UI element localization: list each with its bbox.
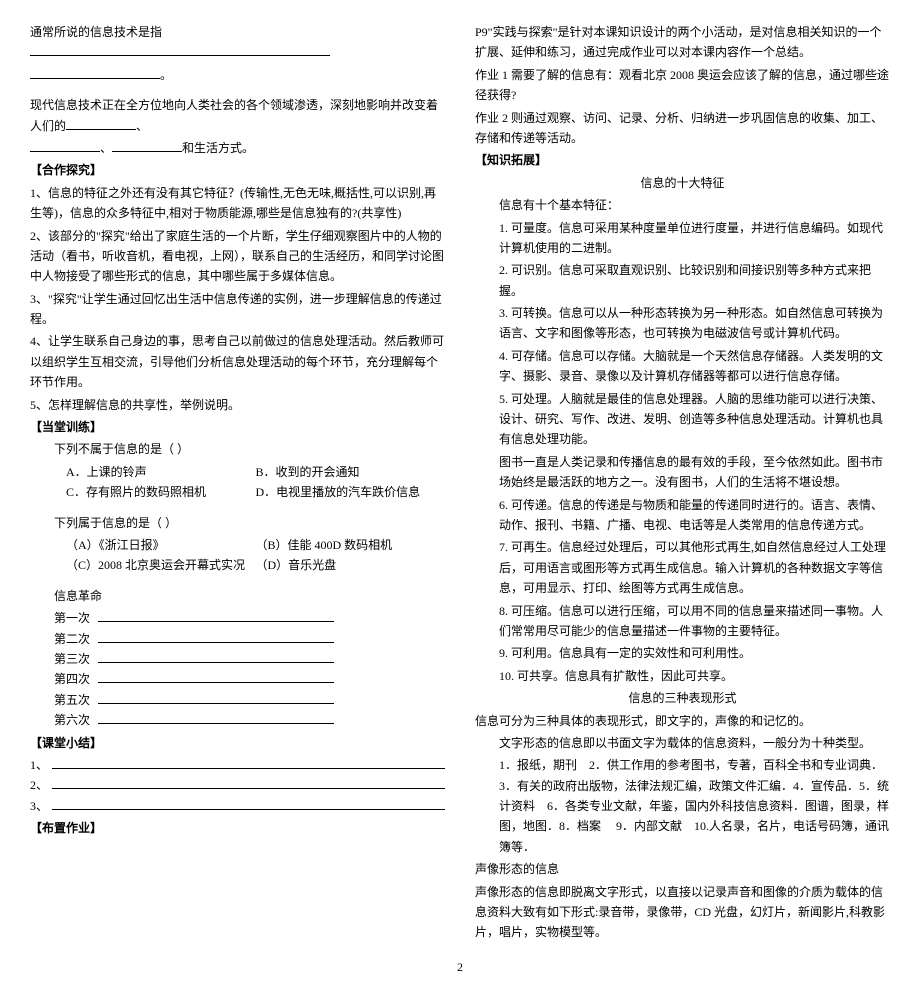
revolution-title: 信息革命 xyxy=(30,586,445,606)
feature-item: 5. 可处理。人脑就是最佳的信息处理器。人脑的思维功能可以进行决策、设计、研究、… xyxy=(475,389,890,450)
intro-text: 通常所说的信息技术是指 xyxy=(30,25,162,39)
paragraph: 5、怎样理解信息的共享性，举例说明。 xyxy=(30,395,445,415)
feature-item: 4. 可存储。信息可以存储。大脑就是一个天然信息存储器。人类发明的文字、摄影、录… xyxy=(475,346,890,387)
option-d: D．电视里播放的汽车跌价信息 xyxy=(256,482,446,502)
paragraph: 信息可分为三种具体的表现形式，即文字的，声像的和记忆的。 xyxy=(475,711,890,731)
revolution-row: 第五次 xyxy=(54,690,90,710)
feature-item: 图书一直是人类记录和传播信息的最有效的手段，至今依然如此。图书市场始终是最活跃的… xyxy=(475,452,890,493)
blank-line xyxy=(52,809,445,810)
option-c: C．存有照片的数码照相机 xyxy=(66,482,256,502)
blank-line xyxy=(98,609,334,622)
option-c: （C）2008 北京奥运会开幕式实况 xyxy=(66,555,256,575)
paragraph: 1．报纸，期刊 2．供工作用的参考图书，专著，百科全书和专业词典．3．有关的政府… xyxy=(475,755,890,857)
feature-item: 2. 可识别。信息可采取直观识别、比较识别和间接识别等多种方式来把握。 xyxy=(475,260,890,301)
paragraph: 4、让学生联系自己身边的事，思考自己以前做过的信息处理活动。然后教师可以组织学生… xyxy=(30,331,445,392)
summary-item: 2、 xyxy=(30,775,48,795)
blank xyxy=(30,55,330,56)
revolution-row: 第三次 xyxy=(54,649,90,669)
subtitle: 信息的三种表现形式 xyxy=(475,688,890,708)
blank-line xyxy=(52,768,445,769)
paragraph: 作业 2 则通过观察、访问、记录、分析、归纳进一步巩固信息的收集、加工、存储和传… xyxy=(475,108,890,149)
blank-line xyxy=(98,711,334,724)
intro-text: 和生活方式。 xyxy=(182,141,254,155)
section-heading-training: 【当堂训练】 xyxy=(30,417,445,437)
blank xyxy=(30,78,160,79)
revolution-row: 第六次 xyxy=(54,710,90,730)
paragraph: P9"实践与探索"是针对本课知识设计的两个小活动，是对信息相关知识的一个扩展、延… xyxy=(475,22,890,63)
blank-line xyxy=(98,691,334,704)
option-b: B．收到的开会通知 xyxy=(256,462,446,482)
revolution-row: 第四次 xyxy=(54,669,90,689)
blank-line xyxy=(98,630,334,643)
section-heading-extension: 【知识拓展】 xyxy=(475,150,890,170)
question-stem: 下列属于信息的是（ ） xyxy=(30,513,445,533)
page-number: 2 xyxy=(30,957,890,977)
option-d: （D）音乐光盘 xyxy=(256,555,446,575)
feature-item: 8. 可压缩。信息可以进行压缩，可以用不同的信息量来描述同一事物。人们常常用尽可… xyxy=(475,601,890,642)
blank xyxy=(66,129,136,130)
summary-item: 1、 xyxy=(30,755,48,775)
paragraph: 3、"探究"让学生通过回忆出生活中信息传递的实例，进一步理解信息的传递过程。 xyxy=(30,289,445,330)
section-heading-explore: 【合作探究】 xyxy=(30,160,445,180)
paragraph: 文字形态的信息即以书面文字为载体的信息资料，一般分为十种类型。 xyxy=(475,733,890,753)
blank-line xyxy=(98,670,334,683)
option-b: （B）佳能 400D 数码相机 xyxy=(256,535,446,555)
subtitle: 信息的十大特征 xyxy=(475,173,890,193)
feature-item: 1. 可量度。信息可采用某种度量单位进行度量，并进行信息编码。如现代计算机使用的… xyxy=(475,218,890,259)
section-heading-homework: 【布置作业】 xyxy=(30,818,445,838)
summary-item: 3、 xyxy=(30,796,48,816)
revolution-row: 第一次 xyxy=(54,608,90,628)
feature-item: 3. 可转换。信息可以从一种形态转换为另一种形态。如自然信息可转换为语言、文字和… xyxy=(475,303,890,344)
option-a: A．上课的铃声 xyxy=(66,462,256,482)
paragraph: 声像形态的信息即脱离文字形式，以直接以记录声音和图像的介质为载体的信息资料大致有… xyxy=(475,882,890,943)
paragraph: 信息有十个基本特征： xyxy=(475,195,890,215)
paragraph: 1、信息的特征之外还有没有其它特征？(传输性,无色无味,概括性,可以识别,再生等… xyxy=(30,183,445,224)
option-a: （A）《浙江日报》 xyxy=(66,535,256,555)
feature-item: 6. 可传递。信息的传递是与物质和能量的传递同时进行的。语言、表情、动作、报刊、… xyxy=(475,495,890,536)
intro-text: 现代信息技术正在全方位地向人类社会的各个领域渗透，深刻地影响并改变着人们的 xyxy=(30,98,438,132)
section-heading-summary: 【课堂小结】 xyxy=(30,733,445,753)
blank xyxy=(30,151,100,152)
subheading: 声像形态的信息 xyxy=(475,859,890,879)
question-stem: 下列不属于信息的是（ ） xyxy=(30,439,445,459)
feature-item: 10. 可共享。信息具有扩散性，因此可共享。 xyxy=(475,666,890,686)
revolution-row: 第二次 xyxy=(54,629,90,649)
feature-item: 7. 可再生。信息经过处理后，可以其他形式再生,如自然信息经过人工处理后，可用语… xyxy=(475,537,890,598)
blank-line xyxy=(98,650,334,663)
blank-line xyxy=(52,788,445,789)
paragraph: 作业 1 需要了解的信息有：观看北京 2008 奥运会应该了解的信息，通过哪些途… xyxy=(475,65,890,106)
feature-item: 9. 可利用。信息具有一定的实效性和可利用性。 xyxy=(475,643,890,663)
paragraph: 2、该部分的"探究"给出了家庭生活的一个片断，学生仔细观察图片中的人物的活动（看… xyxy=(30,226,445,287)
blank xyxy=(112,151,182,152)
